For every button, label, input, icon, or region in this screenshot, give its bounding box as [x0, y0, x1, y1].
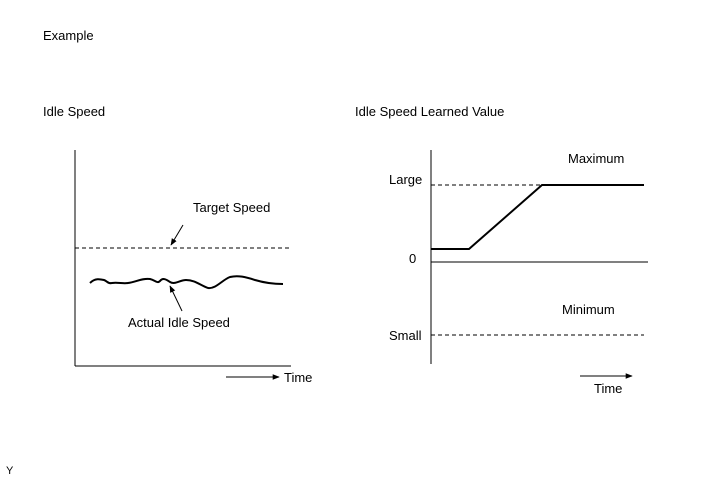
- left-time-label: Time: [284, 370, 313, 385]
- right-time-label: Time: [594, 381, 623, 396]
- figure-id-label: Y: [6, 465, 14, 477]
- example-label: Example: [43, 28, 94, 43]
- right-diagram-title: Idle Speed Learned Value: [355, 104, 505, 119]
- maximum-label: Maximum: [568, 151, 625, 166]
- left-diagram: [74, 150, 291, 380]
- large-label: Large: [389, 172, 423, 187]
- small-label: Small: [389, 328, 422, 343]
- learned-value-curve: [431, 184, 644, 250]
- target-speed-label: Target Speed: [193, 200, 271, 215]
- actual-idle-speed-label: Actual Idle Speed: [128, 315, 230, 330]
- target-speed-pointer: [170, 224, 184, 246]
- actual-idle-speed-curve: [89, 275, 284, 290]
- left-diagram-title: Idle Speed: [43, 104, 106, 119]
- right-diagram: [430, 150, 648, 379]
- actual-speed-pointer: [169, 285, 183, 312]
- zero-label: 0: [409, 251, 417, 266]
- minimum-label: Minimum: [562, 302, 615, 317]
